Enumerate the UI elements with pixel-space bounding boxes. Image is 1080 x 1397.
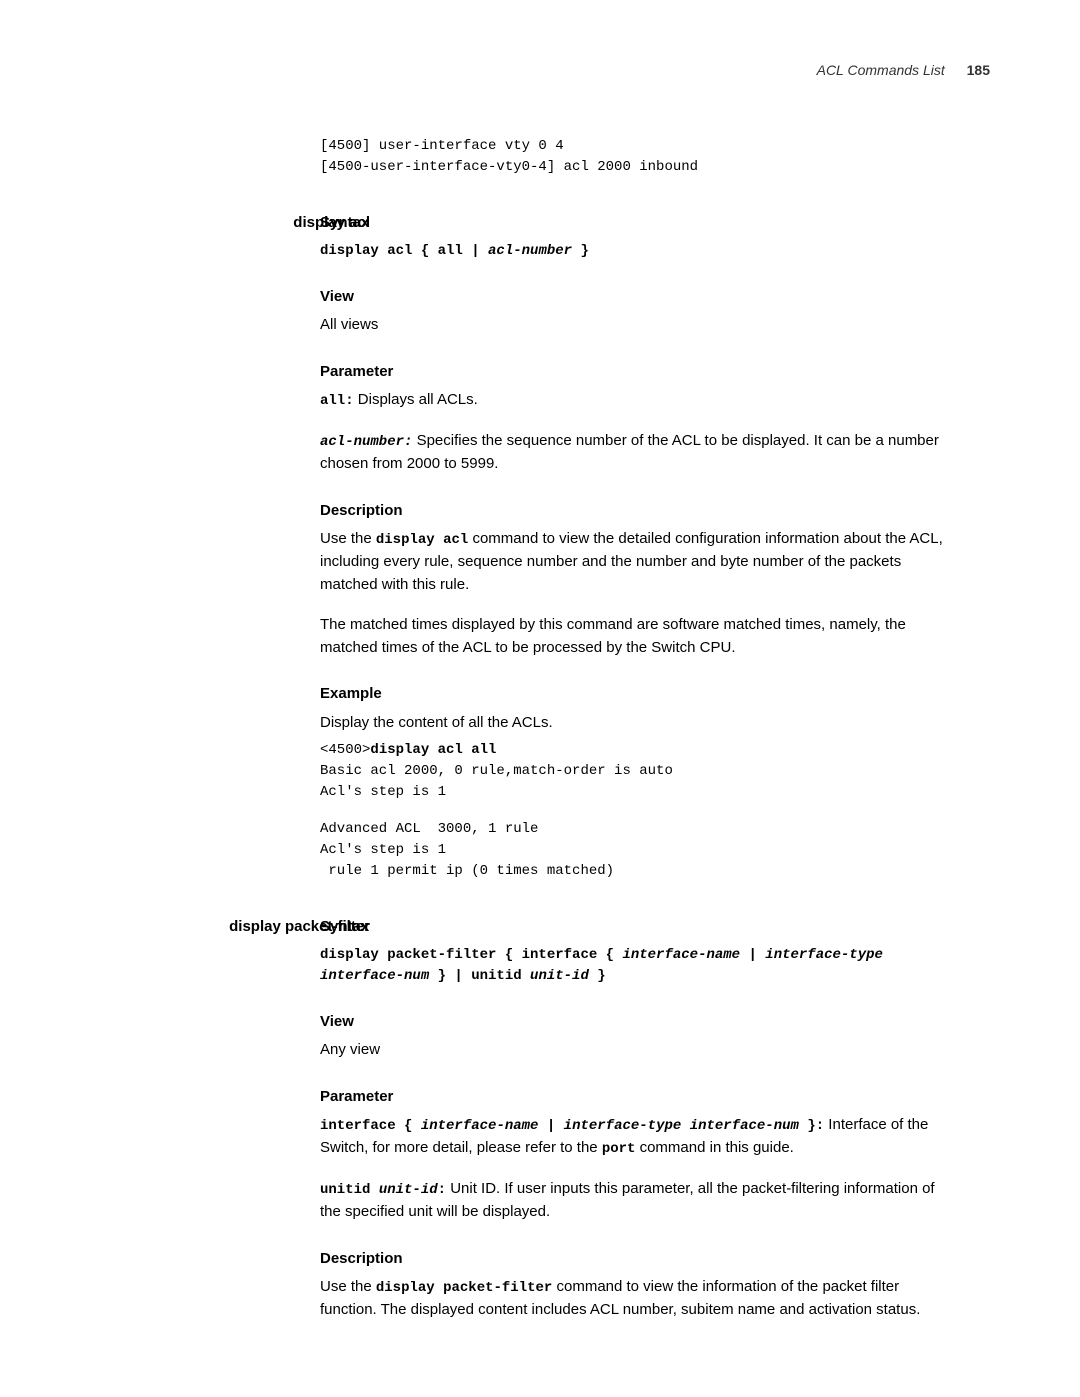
desc-cmd: display acl [376, 532, 468, 548]
parameter-heading-2: Parameter [320, 1086, 955, 1109]
page-number: 185 [967, 62, 990, 78]
example-cmd: display acl all [370, 742, 496, 758]
param-aclnum: acl-number: Specifies the sequence numbe… [320, 430, 955, 476]
syntax-line: display acl { all | acl-number } [320, 241, 955, 262]
syn2-t3: } | unitid [429, 968, 530, 984]
syntax-suffix: } [572, 243, 589, 259]
param-aclnum-text: Specifies the sequence number of the ACL… [320, 432, 939, 472]
section-display-acl: display acl Syntax display acl { all | a… [90, 212, 990, 882]
example-heading: Example [320, 683, 955, 706]
example-prompt: <4500> [320, 742, 370, 758]
param-all: all: Displays all ACLs. [320, 389, 955, 412]
pi-t1: interface { [320, 1118, 421, 1134]
example-code1: <4500>display acl all Basic acl 2000, 0 … [320, 740, 955, 803]
desc-para1: Use the display acl command to view the … [320, 528, 955, 596]
view-text: All views [320, 314, 955, 337]
desc2-pre: Use the [320, 1278, 376, 1295]
pu-t1: unitid [320, 1182, 379, 1198]
section-display-packet-filter: display packet-filter Syntax display pac… [90, 916, 990, 1322]
syn2-p3: unit-id [530, 968, 589, 984]
pi-txt-post: command in this guide. [635, 1139, 793, 1156]
view-block: View All views [320, 286, 955, 337]
syntax-heading-2: Syntax [320, 916, 955, 939]
syntax-prefix: display acl { all | [320, 243, 488, 259]
param-unitid: unitid unit-id: Unit ID. If user inputs … [320, 1178, 955, 1224]
pi-t2: | [538, 1118, 563, 1134]
pi-p2: interface-type interface-num [564, 1118, 799, 1134]
pi-p1: interface-name [421, 1118, 539, 1134]
desc-pre: Use the [320, 530, 376, 547]
page-header: ACL Commands List 185 [90, 60, 990, 81]
pu-t2: : [438, 1182, 446, 1198]
content-area: [4500] user-interface vty 0 4 [4500-user… [90, 136, 990, 1322]
pi-port: port [602, 1141, 636, 1157]
example-block: Example Display the content of all the A… [320, 683, 955, 882]
desc2-para: Use the display packet-filter command to… [320, 1276, 955, 1322]
param-all-text: Displays all ACLs. [354, 391, 478, 408]
syn2-p1: interface-name [622, 947, 740, 963]
param-interface: interface { interface-name | interface-t… [320, 1114, 955, 1160]
parameter-block-2: Parameter interface { interface-name | i… [320, 1086, 955, 1224]
intro-block: [4500] user-interface vty 0 4 [4500-user… [320, 136, 955, 178]
desc-para2: The matched times displayed by this comm… [320, 614, 955, 659]
example-out1: Basic acl 2000, 0 rule,match-order is au… [320, 763, 673, 800]
view-text-2: Any view [320, 1039, 955, 1062]
example-intro: Display the content of all the ACLs. [320, 712, 955, 735]
syn2-t4: } [589, 968, 606, 984]
syn2-t2: | [740, 947, 765, 963]
param-aclnum-key: acl-number: [320, 434, 412, 450]
sidebar-label-packet-filter: display packet-filter [190, 916, 370, 939]
description-block-2: Description Use the display packet-filte… [320, 1248, 955, 1322]
desc2-cmd: display packet-filter [376, 1280, 552, 1296]
pi-t3: }: [799, 1118, 824, 1134]
section2-main: Syntax display packet-filter { interface… [320, 916, 955, 1322]
parameter-heading: Parameter [320, 361, 955, 384]
param-all-key: all: [320, 393, 354, 409]
sidebar-label-display-acl: display acl [190, 212, 370, 235]
view-block-2: View Any view [320, 1011, 955, 1062]
description-heading-2: Description [320, 1248, 955, 1271]
syntax-line-2: display packet-filter { interface { inte… [320, 945, 955, 987]
section1-main: Syntax display acl { all | acl-number } … [320, 212, 955, 882]
page: ACL Commands List 185 [4500] user-interf… [0, 0, 1080, 1382]
syntax-heading: Syntax [320, 212, 955, 235]
description-heading: Description [320, 500, 955, 523]
intro-code: [4500] user-interface vty 0 4 [4500-user… [320, 136, 955, 178]
pu-p1: unit-id [379, 1182, 438, 1198]
syntax-param: acl-number [488, 243, 572, 259]
header-title: ACL Commands List [817, 62, 945, 78]
view-heading-2: View [320, 1011, 955, 1034]
example-code2: Advanced ACL 3000, 1 rule Acl's step is … [320, 819, 955, 882]
description-block: Description Use the display acl command … [320, 500, 955, 660]
parameter-block: Parameter all: Displays all ACLs. acl-nu… [320, 361, 955, 476]
syn2-t1: display packet-filter { interface { [320, 947, 622, 963]
view-heading: View [320, 286, 955, 309]
